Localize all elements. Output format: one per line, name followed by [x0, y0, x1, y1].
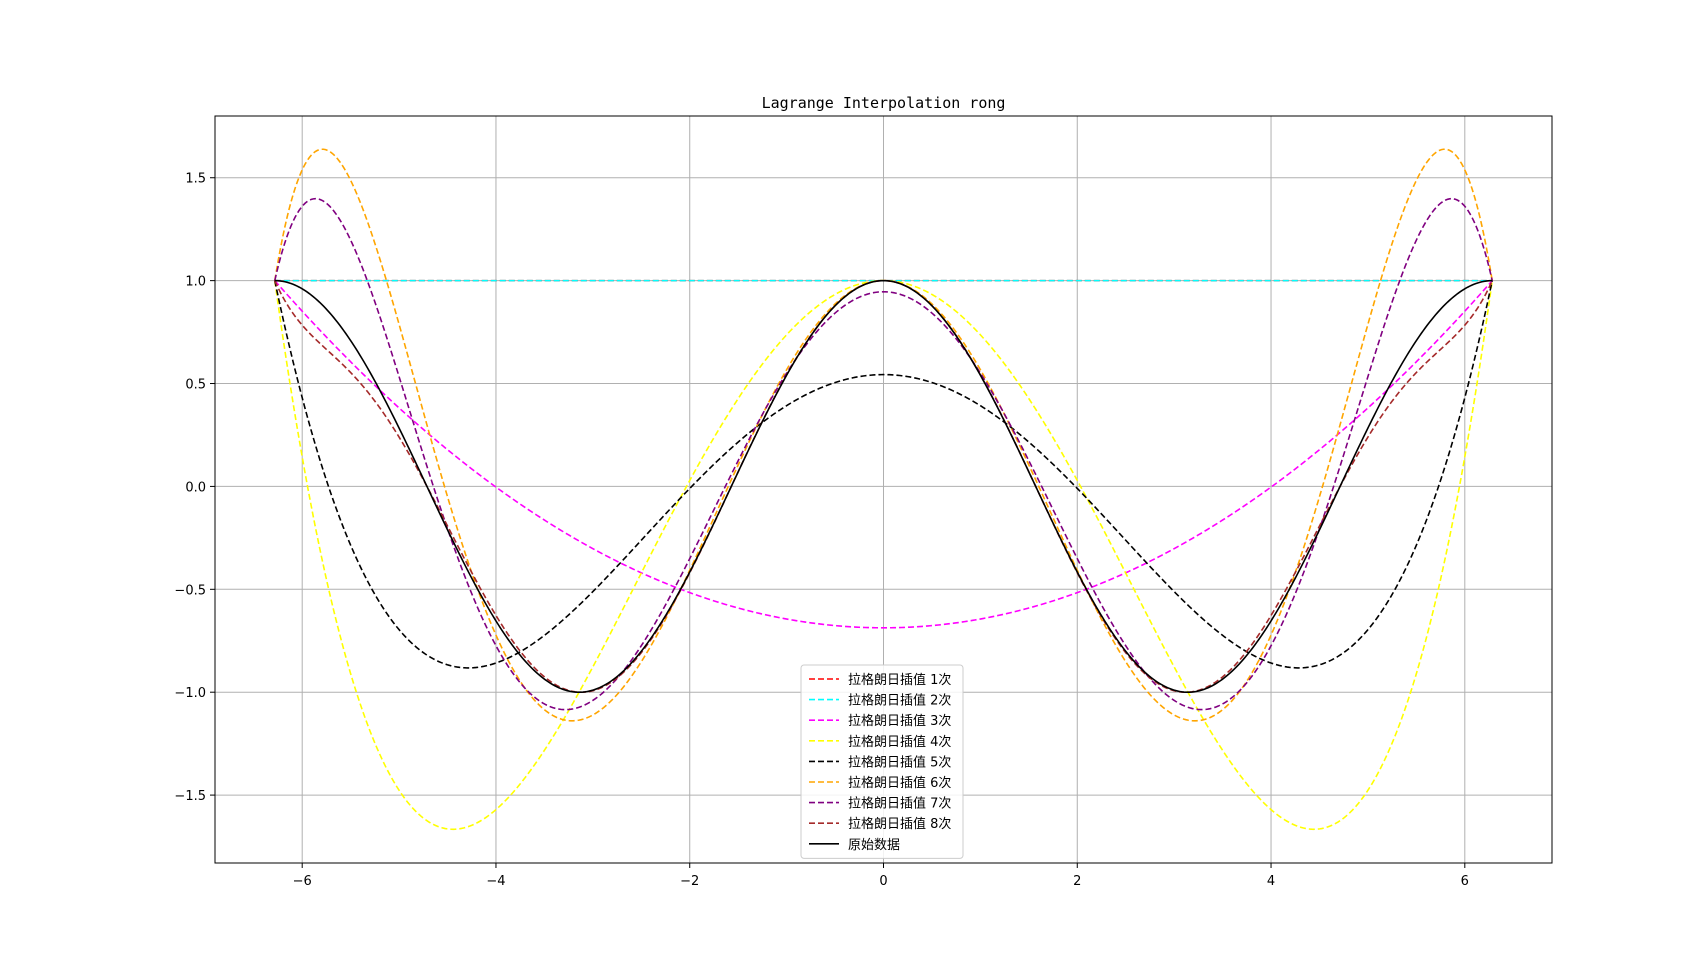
legend-label: 拉格朗日插值 3次 [848, 713, 951, 729]
series-line-9 [274, 279, 1493, 694]
legend-label: 拉格朗日插值 7次 [848, 796, 951, 812]
legend-box [800, 664, 964, 859]
series-line-7 [274, 197, 1493, 711]
series-line-5 [273, 280, 1494, 669]
y-tick-label: 0.0 [185, 480, 206, 495]
legend-label: 拉格朗日插值 2次 [848, 693, 951, 709]
legend-label: 拉格朗日插值 6次 [848, 775, 951, 791]
y-tick-label: 0.5 [185, 378, 206, 393]
x-tick-label: −2 [680, 874, 699, 889]
y-tick-label: −0.5 [174, 583, 206, 598]
x-tick-label: −4 [486, 874, 505, 889]
series-line-3 [274, 280, 1493, 629]
x-tick-label: 0 [879, 874, 887, 889]
y-tick-label: 1.5 [185, 172, 206, 187]
legend-label: 拉格朗日插值 8次 [848, 816, 951, 832]
y-tick-label: −1.5 [174, 789, 206, 804]
series-layer [273, 148, 1494, 831]
legend-label: 拉格朗日插值 1次 [848, 672, 951, 688]
legend-label: 拉格朗日插值 5次 [848, 754, 951, 770]
x-tick-label: −6 [293, 874, 312, 889]
ticks: −6 −4 −2 0 2 4 6 −1.5 −1.0 −0.5 0.0 0.5 1.0 1.5 [174, 172, 1469, 889]
y-tick-label: 1.0 [185, 275, 206, 290]
series-line-8 [274, 279, 1493, 694]
y-tick-label: −1.0 [174, 686, 206, 701]
legend-label: 原始数据 [848, 838, 900, 853]
legend-label: 拉格朗日插值 4次 [848, 734, 951, 750]
x-tick-label: 2 [1073, 874, 1081, 889]
chart-title: Lagrange Interpolation rong [762, 94, 1006, 112]
x-tick-label: 6 [1461, 874, 1469, 889]
x-tick-label: 4 [1267, 874, 1275, 889]
